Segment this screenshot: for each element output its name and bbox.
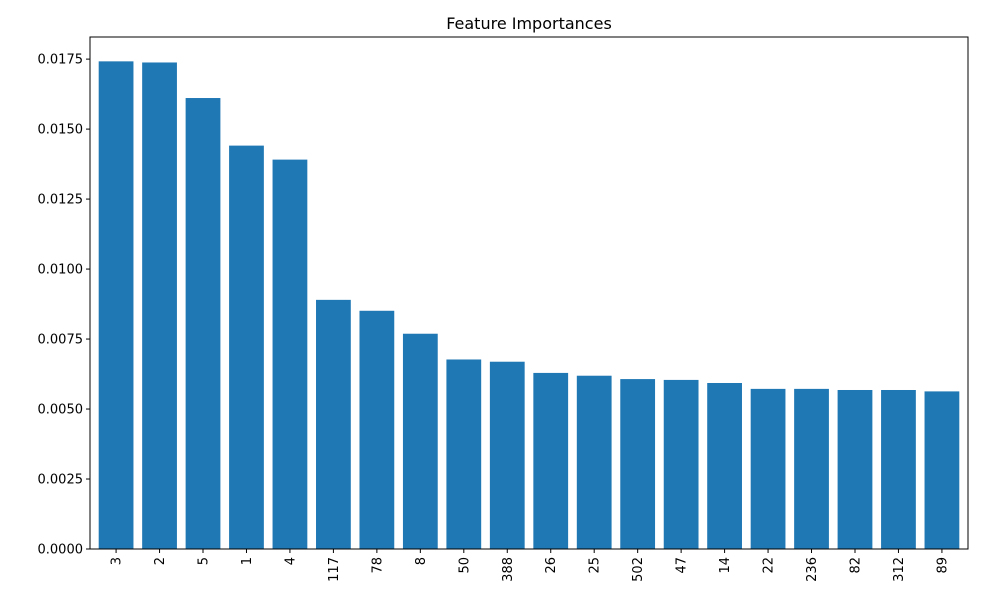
y-tick-label: 0.0050 <box>38 403 84 418</box>
bar-89 <box>924 391 960 549</box>
bar-78 <box>359 310 395 549</box>
y-tick-label: 0.0075 <box>38 333 84 348</box>
x-tick-label: 117 <box>327 557 342 582</box>
y-tick-label: 0.0000 <box>38 543 84 558</box>
bar-50 <box>446 359 482 549</box>
y-axis: 0.0000 0.0025 0.0050 0.0075 0.0100 0.0125 0.01… <box>38 53 90 558</box>
bars-group <box>98 61 960 550</box>
x-tick-label: 2 <box>153 557 168 565</box>
bar-14 <box>707 382 742 549</box>
x-tick-label: 4 <box>283 557 298 565</box>
plot-frame <box>89 36 969 550</box>
x-tick-label: 388 <box>501 557 516 582</box>
x-tick-label: 8 <box>414 557 429 565</box>
x-tick-label: 25 <box>588 557 603 574</box>
y-tick-label: 0.0150 <box>38 123 84 138</box>
bar-236 <box>794 388 829 549</box>
x-tick-label: 502 <box>631 557 646 582</box>
x-tick-label: 312 <box>892 557 907 582</box>
y-tick-label: 0.0100 <box>38 263 84 278</box>
bar-25 <box>576 375 612 549</box>
x-tick-label: 82 <box>848 557 863 574</box>
bar-3 <box>98 61 134 550</box>
x-tick-label: 22 <box>762 557 777 574</box>
bar-8 <box>402 333 438 549</box>
x-tick-label: 236 <box>805 557 820 582</box>
x-tick-label: 78 <box>370 557 385 574</box>
x-tick-label: 26 <box>544 557 559 574</box>
x-axis: 3 2 5 1 4 117 78 8 50 388 26 25 502 47 14 22 236 82 312 89 <box>110 549 950 582</box>
bar-2 <box>142 62 177 549</box>
x-tick-label: 1 <box>240 557 255 565</box>
bar-47 <box>663 379 699 549</box>
x-tick-label: 89 <box>935 557 950 574</box>
bar-312 <box>881 389 916 549</box>
bar-502 <box>620 379 656 549</box>
x-tick-label: 47 <box>675 557 690 574</box>
bar-82 <box>837 389 873 549</box>
y-tick-label: 0.0125 <box>38 193 84 208</box>
bar-26 <box>533 372 569 549</box>
bar-1 <box>229 145 264 549</box>
bar-22 <box>750 388 786 549</box>
x-tick-label: 14 <box>718 557 733 574</box>
x-tick-label: 3 <box>110 557 125 565</box>
bar-4 <box>272 159 308 549</box>
y-tick-label: 0.0175 <box>38 53 84 68</box>
bar-5 <box>185 98 221 549</box>
x-tick-label: 50 <box>457 557 472 574</box>
y-tick-label: 0.0025 <box>38 473 84 488</box>
chart-title: Feature Importances <box>446 14 612 33</box>
bar-117 <box>316 299 351 549</box>
bar-388 <box>489 361 525 549</box>
x-tick-label: 5 <box>197 557 212 565</box>
